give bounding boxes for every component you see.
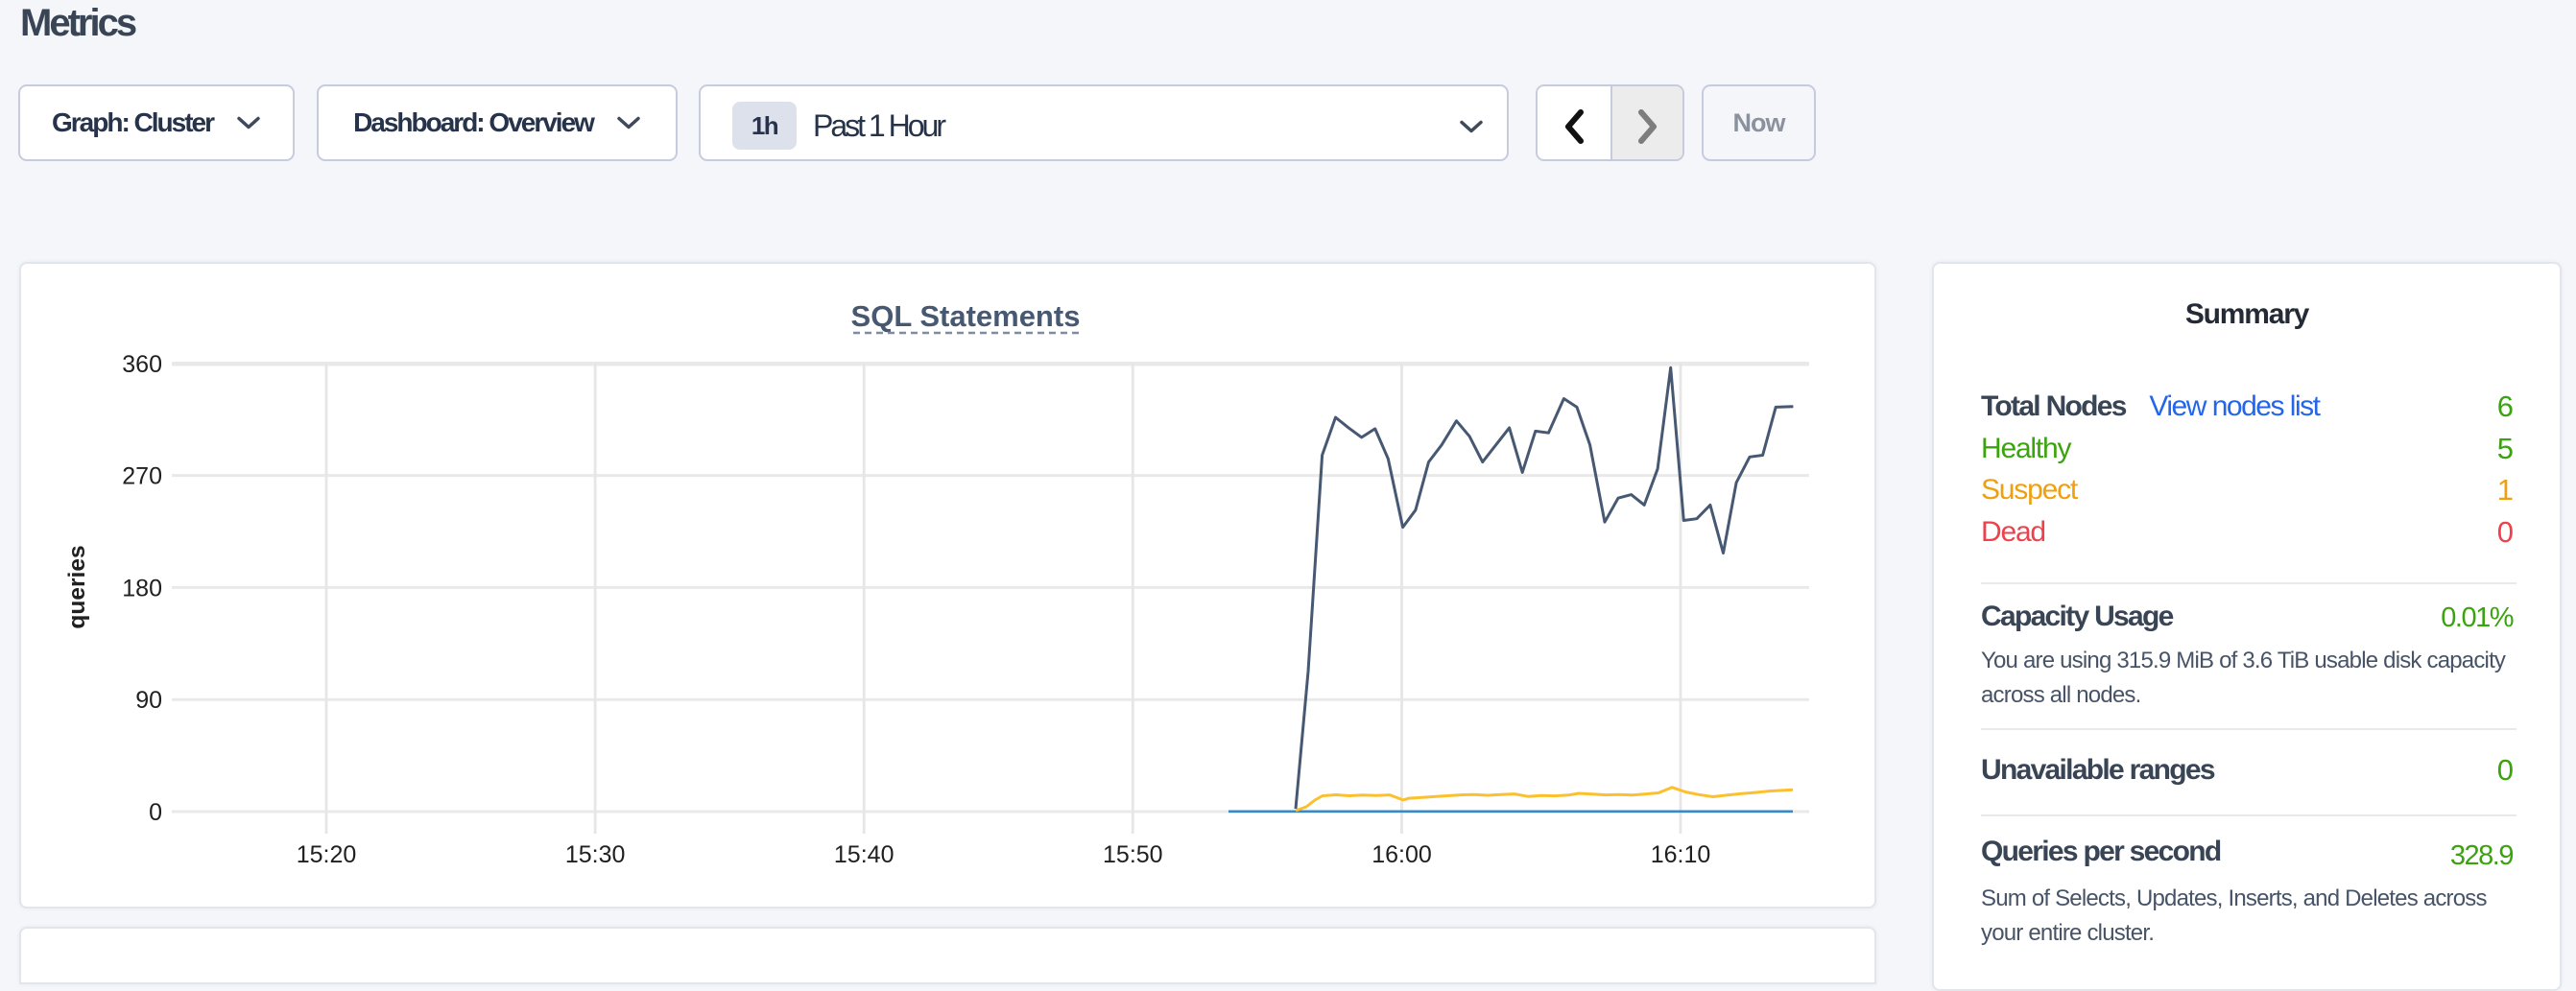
svg-text:15:20: 15:20 bbox=[297, 841, 357, 868]
svg-text:360: 360 bbox=[122, 351, 162, 378]
svg-text:90: 90 bbox=[135, 687, 162, 714]
svg-text:queries: queries bbox=[64, 545, 90, 628]
svg-text:15:40: 15:40 bbox=[834, 841, 894, 868]
svg-text:0: 0 bbox=[149, 799, 162, 826]
svg-text:SQL Statements: SQL Statements bbox=[851, 299, 1081, 333]
svg-text:15:50: 15:50 bbox=[1103, 841, 1163, 868]
svg-text:15:30: 15:30 bbox=[565, 841, 626, 868]
svg-text:180: 180 bbox=[122, 575, 162, 602]
svg-text:270: 270 bbox=[122, 463, 162, 490]
svg-text:16:10: 16:10 bbox=[1651, 841, 1711, 868]
svg-text:16:00: 16:00 bbox=[1371, 841, 1432, 868]
